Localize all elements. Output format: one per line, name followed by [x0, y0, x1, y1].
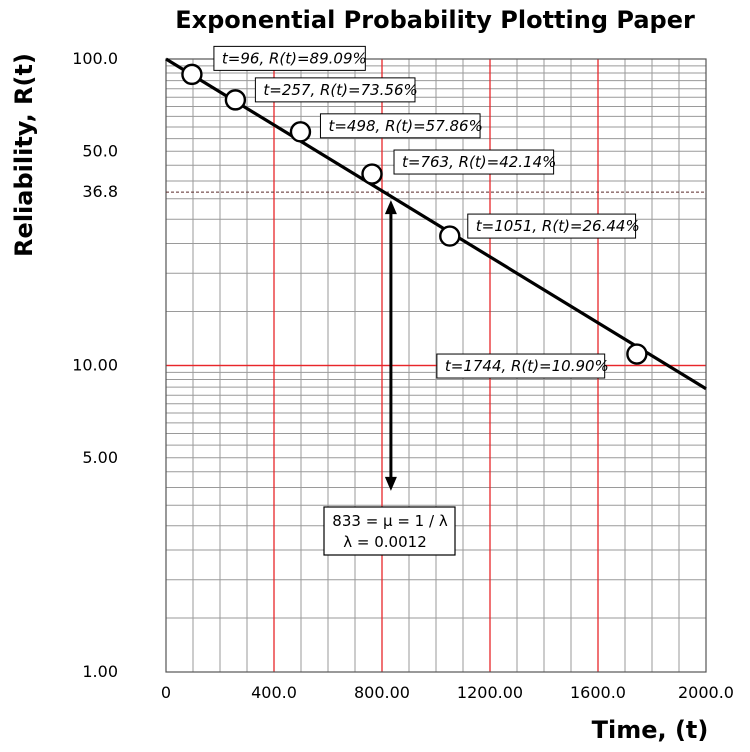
mean-arrow-head-top [384, 200, 397, 215]
x-tick-label: 2000.0 [678, 683, 734, 702]
fit-line [165, 57, 707, 391]
data-point [439, 225, 461, 247]
y-tick-label: 100.0 [72, 49, 118, 68]
major-grid [165, 58, 707, 673]
x-tick-label: 1200.00 [457, 683, 523, 702]
point-label-box [393, 149, 555, 175]
x-tick-label: 1600.0 [570, 683, 626, 702]
point-label-box [213, 45, 366, 71]
point-label: t=1051, R(t)=26.44% [476, 217, 640, 235]
chart-title: Exponential Probability Plotting Paper [175, 6, 695, 34]
point-label: t=96, R(t)=89.09% [222, 49, 367, 67]
y-tick-label: 1.00 [82, 662, 118, 681]
y-tick-labels: 100.0 50.0 36.8 10.00 5.00 1.00 [72, 49, 118, 681]
plot-frame [165, 58, 707, 673]
point-label: t=257, R(t)=73.56% [263, 81, 417, 99]
x-axis-label: Time, (t) [592, 716, 709, 744]
data-point [626, 343, 648, 365]
x-tick-label: 800.00 [354, 683, 410, 702]
point-labels: t=96, R(t)=89.09% t=257, R(t)=73.56% t=498… [213, 45, 640, 379]
fit-line-segment [165, 57, 707, 391]
point-label: t=1744, R(t)=10.90% [445, 357, 609, 375]
x-tick-labels: 0 400.0 800.00 1200.00 1600.0 2000.0 [161, 683, 734, 702]
point-label-box [319, 113, 481, 139]
data-point [224, 89, 247, 111]
x-tick-label: 400.0 [251, 683, 297, 702]
y-tick-label: 36.8 [82, 182, 118, 201]
point-label-box [467, 213, 637, 239]
point-label-box [254, 77, 416, 103]
y-tick-label: 50.0 [82, 141, 118, 160]
mean-marker [384, 200, 397, 491]
y-tick-label: 5.00 [82, 448, 118, 467]
point-label-box [436, 353, 606, 379]
point-label: t=498, R(t)=57.86% [328, 117, 482, 135]
mean-arrow-head-bottom [384, 476, 397, 491]
y-tick-label: 10.00 [72, 356, 118, 375]
y-axis-label: Reliability, R(t) [10, 53, 38, 257]
data-point [289, 121, 312, 143]
mean-note-line-1: 833 = μ = 1 / λ [332, 512, 448, 530]
mean-note-line-2: λ = 0.0012 [343, 533, 426, 551]
data-point [181, 63, 203, 86]
x-tick-label: 0 [161, 683, 171, 702]
point-label: t=763, R(t)=42.14% [402, 153, 556, 171]
mean-note-frame [323, 506, 456, 556]
data-points [181, 63, 648, 365]
mean-note-box: 833 = μ = 1 / λ λ = 0.0012 [323, 506, 456, 556]
data-point [361, 163, 383, 185]
